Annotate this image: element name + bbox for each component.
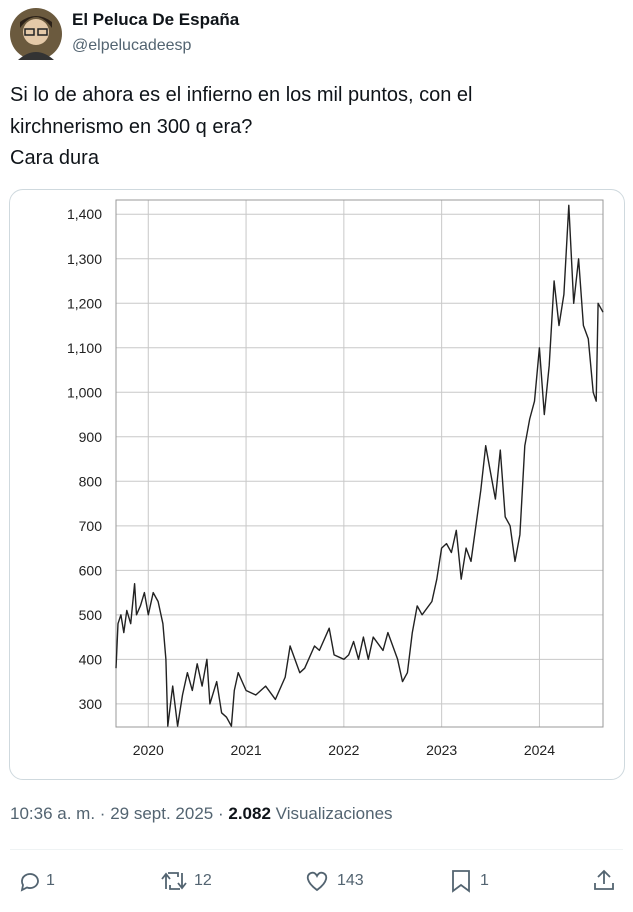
y-tick-label: 1,000 <box>67 384 102 400</box>
like-icon[interactable] <box>304 869 330 893</box>
y-tick-label: 300 <box>79 696 103 712</box>
reply-icon[interactable] <box>18 869 42 893</box>
author-name[interactable]: El Peluca De España <box>72 10 240 29</box>
tweet-text: Si lo de ahora es el infierno en los mil… <box>10 84 473 106</box>
tweet-text: kirchnerismo en 300 q era? <box>10 116 253 138</box>
x-tick-label: 2022 <box>328 742 359 758</box>
author-handle[interactable]: @elpelucadeesp <box>72 37 192 54</box>
reply-count[interactable]: 1 <box>46 872 55 889</box>
y-tick-label: 900 <box>79 429 103 445</box>
chart: 300 400 500 600 700 800 900 1,000 1,100 1,200 1,30… <box>67 199 604 758</box>
y-tick-label: 1,100 <box>67 340 102 356</box>
separator: · <box>217 804 224 823</box>
y-tick-label: 600 <box>79 562 103 578</box>
share-icon[interactable] <box>592 868 616 892</box>
bookmark-count[interactable]: 1 <box>480 872 489 889</box>
y-tick-label: 700 <box>79 518 103 534</box>
avatar[interactable] <box>10 8 62 60</box>
repost-count[interactable]: 12 <box>194 872 212 889</box>
y-tick-label: 1,200 <box>67 295 102 311</box>
x-tick-label: 2023 <box>426 742 457 758</box>
media-card[interactable] <box>9 189 625 780</box>
plot-frame <box>115 199 604 728</box>
views-count: 2.082 <box>228 804 271 823</box>
repost-icon[interactable] <box>160 869 188 893</box>
y-tick-label: 500 <box>79 607 103 623</box>
bookmark-icon[interactable] <box>450 869 472 893</box>
views-label: Visualizaciones <box>275 804 393 823</box>
divider <box>10 849 623 850</box>
date[interactable]: 29 sept. 2025 <box>110 804 214 823</box>
separator: · <box>99 804 106 823</box>
y-tick-label: 800 <box>79 473 103 489</box>
x-tick-label: 2024 <box>524 742 555 758</box>
data-line <box>115 204 604 727</box>
y-tick-label: 1,400 <box>67 206 102 222</box>
y-tick-label: 400 <box>79 651 103 667</box>
time[interactable]: 10:36 a. m. <box>10 804 96 823</box>
like-count[interactable]: 143 <box>337 872 364 889</box>
x-tick-label: 2020 <box>133 742 164 758</box>
x-tick-label: 2021 <box>230 742 261 758</box>
tweet-text: Cara dura <box>10 147 99 169</box>
y-tick-label: 1,300 <box>67 251 102 267</box>
tweet-meta: 10:36 a. m. · 29 sept. 2025 · 2.082 Visu… <box>10 804 393 824</box>
